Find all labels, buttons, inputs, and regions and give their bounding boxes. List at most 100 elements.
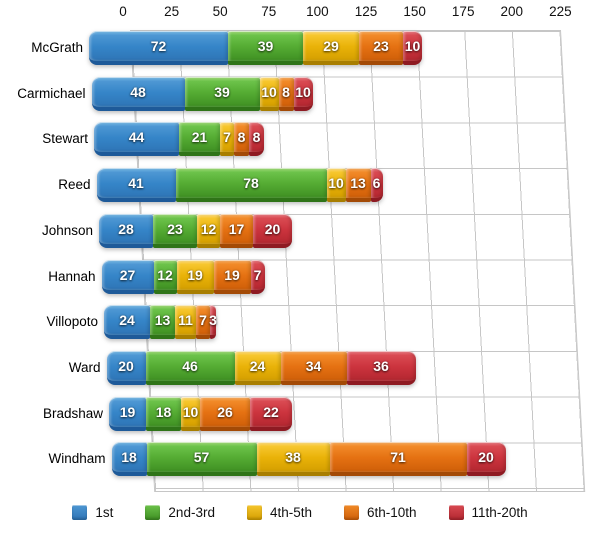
legend-item: 6th-10th bbox=[344, 504, 417, 520]
bar-value-label: 8 bbox=[237, 129, 246, 146]
bar-segment-1st: 20 bbox=[106, 350, 146, 385]
bar-segment-4th-5th: 10 bbox=[259, 76, 279, 111]
legend-swatch-icon bbox=[344, 504, 359, 520]
bar-value-label: 20 bbox=[118, 357, 134, 374]
bar-value-label: 23 bbox=[373, 38, 389, 54]
x-axis-tick-label: 150 bbox=[403, 4, 426, 19]
bar-segment-6th-10th: 23 bbox=[359, 31, 403, 65]
bar-segment-6th-10th: 17 bbox=[220, 213, 253, 248]
bar-segment-6th-10th: 34 bbox=[280, 350, 347, 385]
category-label: McGrath bbox=[31, 40, 83, 55]
bar-value-label: 27 bbox=[119, 266, 136, 283]
bar-value-label: 13 bbox=[350, 175, 366, 192]
bar-segment-1st: 41 bbox=[96, 168, 176, 203]
bar-segment-11th-20th: 7 bbox=[250, 259, 265, 294]
bar-value-label: 10 bbox=[404, 38, 421, 54]
bar-segment-6th-10th: 7 bbox=[196, 305, 210, 340]
bar-value-label: 3 bbox=[209, 312, 217, 329]
bar-segment-6th-10th: 8 bbox=[234, 122, 249, 157]
legend-label: 1st bbox=[95, 504, 114, 520]
bar-segment-6th-10th: 13 bbox=[345, 168, 371, 203]
bar-value-label: 10 bbox=[261, 83, 277, 100]
bar-value-label: 23 bbox=[167, 220, 183, 237]
bar-segment-4th-5th: 24 bbox=[234, 350, 281, 385]
bar-segment-4th-5th: 11 bbox=[175, 305, 196, 340]
legend-item: 2nd-3rd bbox=[145, 504, 215, 520]
bar-segment-2nd-3rd: 18 bbox=[146, 396, 181, 431]
x-axis-tick-label: 25 bbox=[164, 4, 180, 19]
x-axis-tick-label: 75 bbox=[261, 4, 277, 19]
category-label: Ward bbox=[68, 359, 101, 375]
bar-segment-6th-10th: 71 bbox=[329, 442, 467, 477]
stacked-bar: 19 18 10 26 22 bbox=[109, 396, 292, 431]
x-axis-tick-label: 100 bbox=[306, 4, 329, 19]
bar-value-label: 13 bbox=[154, 312, 171, 329]
bar-value-label: 17 bbox=[228, 220, 245, 237]
bar-segment-6th-10th: 26 bbox=[200, 396, 250, 431]
bar-segment-6th-10th: 8 bbox=[278, 76, 294, 111]
stacked-bar: 27 12 19 19 7 bbox=[101, 259, 265, 294]
stacked-bar: 24 13 11 7 3 bbox=[104, 305, 217, 340]
legend-label: 4th-5th bbox=[269, 504, 312, 520]
x-axis-tick-label: 0 bbox=[119, 4, 127, 19]
bar-segment-11th-20th: 20 bbox=[466, 442, 506, 477]
bar-value-label: 19 bbox=[224, 266, 240, 283]
legend-swatch-icon bbox=[145, 504, 161, 520]
bar-segment-11th-20th: 22 bbox=[250, 396, 292, 431]
x-axis-tick-label: 225 bbox=[549, 4, 572, 19]
stacked-bar: 28 23 12 17 20 bbox=[99, 213, 292, 248]
x-axis-tick-label: 200 bbox=[500, 4, 524, 19]
bar-segment-1st: 24 bbox=[104, 305, 150, 340]
bar-segment-1st: 19 bbox=[109, 396, 146, 431]
bar-value-label: 72 bbox=[150, 38, 167, 54]
bar-value-label: 44 bbox=[128, 129, 145, 146]
bar-value-label: 22 bbox=[263, 403, 279, 420]
bar-segment-2nd-3rd: 78 bbox=[175, 168, 327, 203]
bar-segment-11th-20th: 6 bbox=[370, 168, 383, 203]
bar-value-label: 11 bbox=[178, 312, 193, 329]
legend-item: 11th-20th bbox=[448, 504, 528, 520]
x-axis-tick-label: 50 bbox=[212, 4, 228, 19]
bar-value-label: 24 bbox=[249, 357, 266, 374]
bar-value-label: 36 bbox=[373, 357, 389, 374]
bar-value-label: 12 bbox=[157, 266, 173, 283]
bar-value-label: 41 bbox=[128, 175, 144, 192]
category-label: Villopoto bbox=[46, 314, 98, 330]
category-label: Stewart bbox=[42, 131, 88, 147]
bar-value-label: 10 bbox=[182, 403, 199, 420]
bar-segment-2nd-3rd: 12 bbox=[153, 259, 177, 294]
category-label: Johnson bbox=[41, 222, 93, 238]
bar-segment-2nd-3rd: 46 bbox=[145, 350, 235, 385]
stacked-bar: 48 39 10 8 10 bbox=[91, 76, 313, 111]
bar-value-label: 39 bbox=[257, 38, 274, 54]
legend: 1st 2nd-3rd 4th-5th 6th-10th 11th-20th bbox=[0, 500, 600, 524]
category-label: Carmichael bbox=[17, 85, 86, 101]
bar-value-label: 46 bbox=[182, 357, 198, 374]
bar-segment-1st: 72 bbox=[89, 31, 228, 65]
bar-value-label: 29 bbox=[323, 38, 339, 54]
bar-segment-11th-20th: 10 bbox=[293, 76, 313, 111]
bar-segment-4th-5th: 29 bbox=[303, 31, 359, 65]
bar-value-label: 48 bbox=[130, 83, 146, 100]
bar-value-label: 7 bbox=[223, 129, 231, 146]
bar-value-label: 38 bbox=[285, 449, 301, 466]
bar-segment-1st: 27 bbox=[101, 259, 154, 294]
legend-swatch-icon bbox=[448, 504, 464, 520]
bar-value-label: 28 bbox=[118, 220, 134, 237]
legend-item: 1st bbox=[72, 504, 114, 520]
bar-segment-1st: 48 bbox=[91, 76, 185, 111]
bar-value-label: 20 bbox=[478, 449, 494, 466]
bar-segment-2nd-3rd: 13 bbox=[150, 305, 175, 340]
bar-value-label: 78 bbox=[243, 175, 259, 192]
bar-segment-11th-20th: 20 bbox=[253, 213, 292, 248]
bar-segment-2nd-3rd: 39 bbox=[184, 76, 260, 111]
bar-value-label: 26 bbox=[217, 403, 233, 420]
bar-segment-2nd-3rd: 39 bbox=[228, 31, 303, 65]
bar-value-label: 71 bbox=[390, 449, 406, 466]
x-axis-tick-label: 125 bbox=[354, 4, 378, 19]
legend-item: 4th-5th bbox=[246, 504, 312, 520]
category-label: Reed bbox=[58, 177, 91, 193]
bar-value-label: 19 bbox=[119, 403, 136, 420]
bar-value-label: 8 bbox=[282, 83, 290, 100]
